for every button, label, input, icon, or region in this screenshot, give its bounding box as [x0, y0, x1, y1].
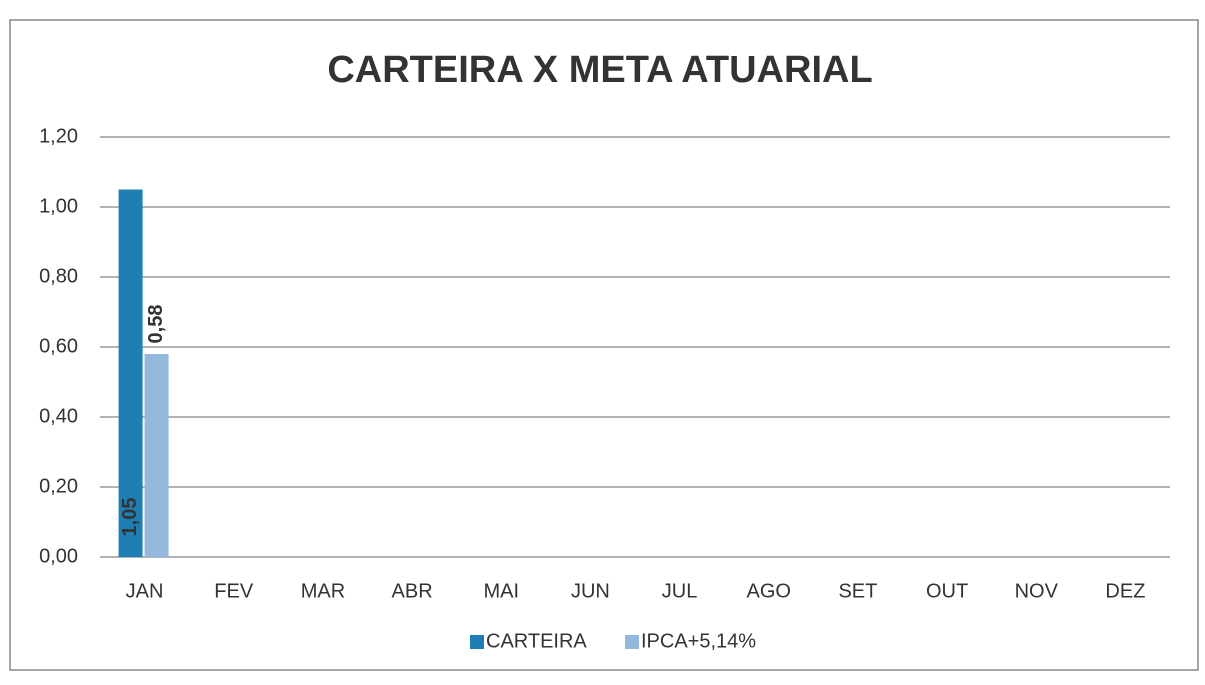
x-tick-label: SET: [838, 580, 877, 602]
chart-title: CARTEIRA X META ATUARIAL: [327, 49, 872, 91]
x-tick-label: JUL: [662, 580, 698, 602]
legend-label: CARTEIRA: [486, 630, 587, 652]
legend-label: IPCA+5,14%: [641, 630, 756, 652]
y-tick-label: 1,20: [39, 125, 78, 147]
x-tick-label: OUT: [926, 580, 968, 602]
y-tick-label: 0,20: [39, 475, 78, 497]
x-tick-label: DEZ: [1105, 580, 1145, 602]
bar: [144, 354, 169, 557]
y-tick-label: 0,80: [39, 265, 78, 287]
x-tick-label: MAI: [483, 580, 519, 602]
x-tick-label: AGO: [747, 580, 791, 602]
chart-border: [9, 19, 1199, 671]
y-tick-label: 0,00: [39, 545, 78, 567]
data-label: 1,05: [119, 498, 141, 537]
x-tick-label: FEV: [214, 580, 254, 602]
x-tick-label: JUN: [571, 580, 610, 602]
y-tick-label: 0,40: [39, 405, 78, 427]
legend-swatch: [470, 635, 484, 649]
y-tick-label: 0,60: [39, 335, 78, 357]
x-tick-label: JAN: [126, 580, 164, 602]
bar: [118, 189, 143, 557]
legend-swatch: [625, 635, 639, 649]
data-label: 0,58: [145, 305, 167, 344]
x-tick-label: MAR: [301, 580, 345, 602]
x-tick-label: NOV: [1015, 580, 1059, 602]
x-tick-label: ABR: [392, 580, 433, 602]
y-tick-label: 1,00: [39, 195, 78, 217]
